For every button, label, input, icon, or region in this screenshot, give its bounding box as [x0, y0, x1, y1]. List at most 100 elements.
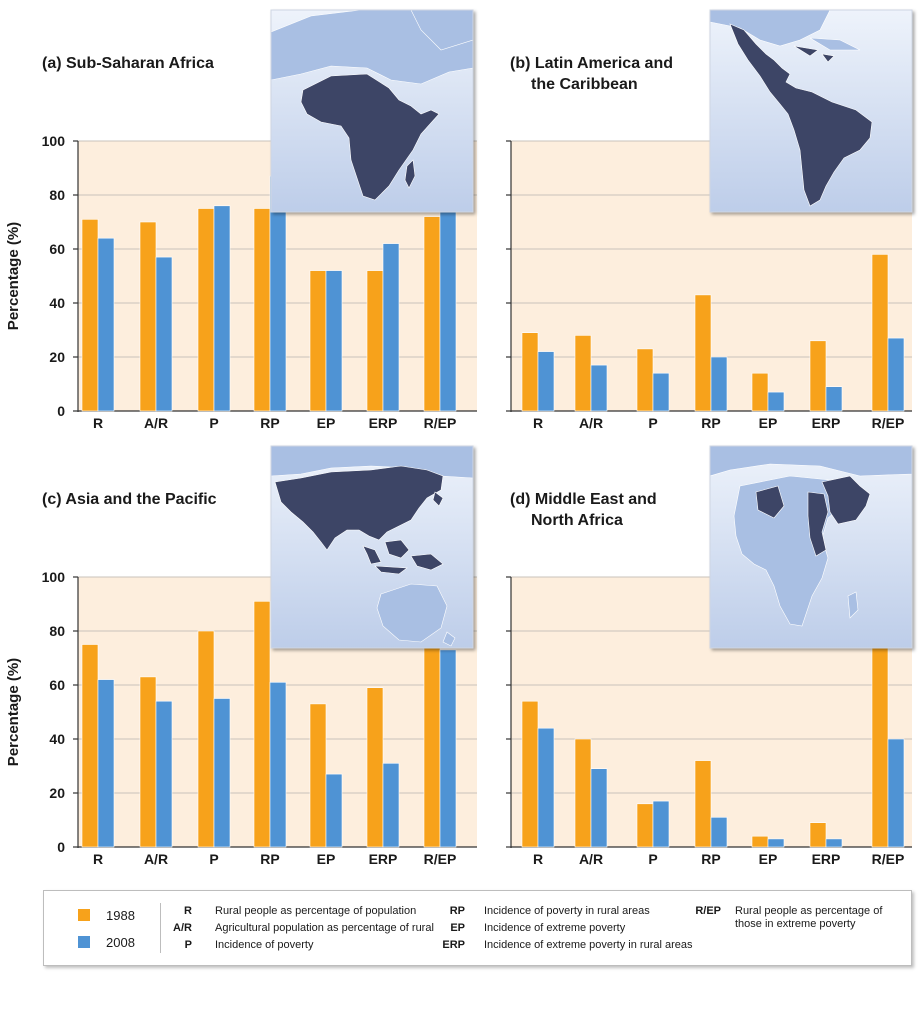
bar-2008-ep [325, 773, 343, 848]
bar-2008-ar [155, 256, 173, 412]
legend: 1988 2008 R Rural people as percentage o… [43, 890, 912, 966]
bar-1988-rp [253, 208, 271, 412]
map-land-group [710, 446, 912, 627]
y-tick-label: 0 [57, 403, 65, 419]
inset-map [709, 9, 913, 213]
chart-title: (d) Middle East and North Africa [510, 491, 657, 529]
x-category-label: A/R [579, 851, 603, 867]
x-category-label: ERP [812, 851, 841, 867]
map-frame [709, 9, 913, 213]
bar-1988-ar [139, 676, 157, 848]
x-category-label: P [209, 851, 218, 867]
x-category-label: R/EP [872, 851, 905, 867]
map-land [442, 631, 456, 647]
map-frame [270, 9, 474, 213]
x-category-label: RP [260, 851, 279, 867]
bar-2008-p [652, 800, 670, 848]
x-category-label: P [648, 415, 657, 431]
bar-1988-p [197, 630, 215, 848]
bar-1988-p [636, 348, 654, 412]
legend-def-p: Incidence of poverty [215, 939, 314, 951]
y-tick-label: 20 [49, 785, 65, 801]
x-category-label: A/R [144, 415, 168, 431]
bar-1988-erp [809, 822, 827, 848]
bar-2008-rep [439, 649, 457, 848]
inset-map [270, 9, 474, 213]
legend-abbr-rp: RP [449, 905, 465, 917]
legend-def-r: Rural people as percentage of population [215, 905, 417, 917]
map-land-group [710, 10, 873, 207]
chart-title-line: (a) Sub-Saharan Africa [42, 55, 214, 72]
bar-2008-rep [887, 337, 905, 412]
bar-2008-ep [767, 391, 785, 412]
bar-1988-erp [366, 687, 384, 848]
x-category-label: RP [260, 415, 279, 431]
bar-1988-rp [253, 600, 271, 848]
bar-2008-rep [439, 208, 457, 412]
y-tick-label: 40 [49, 295, 65, 311]
x-category-label: R/EP [424, 851, 457, 867]
chart-title-line: (b) Latin America and [510, 55, 673, 72]
bar-2008-r [97, 679, 115, 848]
map-land [710, 446, 912, 477]
bar-1988-r [521, 700, 539, 848]
x-category-label: P [209, 415, 218, 431]
map-region-highlight [374, 565, 408, 575]
map-region-highlight [821, 53, 835, 63]
x-category-label: R/EP [424, 415, 457, 431]
x-category-label: ERP [369, 415, 398, 431]
map-frame [709, 445, 913, 649]
legend-divider [160, 903, 161, 953]
bar-2008-erp [825, 838, 843, 848]
legend-label-1988: 1988 [106, 908, 135, 923]
bar-1988-p [197, 208, 215, 412]
x-category-label: EP [759, 415, 778, 431]
y-tick-label: 60 [49, 241, 65, 257]
x-category-label: R [93, 851, 103, 867]
map-region-highlight [274, 465, 444, 551]
legend-def-ar: Agricultural population as percentage of… [215, 922, 434, 934]
bar-1988-rep [423, 216, 441, 412]
bar-2008-rp [269, 681, 287, 848]
bar-2008-r [537, 727, 555, 848]
bar-1988-rp [694, 294, 712, 412]
map-region-highlight [432, 491, 444, 507]
bar-2008-p [652, 372, 670, 412]
bar-1988-erp [809, 340, 827, 412]
chart-title-line: North Africa [531, 512, 623, 529]
bar-2008-ep [325, 270, 343, 412]
bar-1988-rep [871, 254, 889, 412]
chart-panel-4: R A/R P RP EP ERP R/EP (d) Middle East and North… [506, 445, 913, 867]
chart-title: (a) Sub-Saharan Africa [42, 55, 214, 72]
bar-2008-ar [590, 768, 608, 848]
map-region-highlight [362, 545, 382, 565]
x-category-label: R [533, 851, 543, 867]
map-region-highlight [793, 45, 819, 57]
bar-2008-rp [710, 356, 728, 412]
bar-1988-p [636, 803, 654, 848]
x-category-label: EP [759, 851, 778, 867]
legend-swatch-2008 [78, 936, 90, 948]
chart-panel-1: 0 20 40 60 80 100 R A/R P RP EP ERP R/EP Percentage (… [5, 9, 477, 431]
chart-panel-3: 0 20 40 60 80 100 R A/R P RP EP ERP R/EP Percentage (… [5, 445, 477, 867]
chart-panel-2: R A/R P RP EP ERP R/EP (b) Latin America and the… [506, 9, 913, 431]
bar-2008-p [213, 698, 231, 848]
y-tick-label: 80 [49, 623, 65, 639]
bar-1988-ar [574, 738, 592, 848]
bar-2008-ar [155, 700, 173, 848]
bar-1988-erp [366, 270, 384, 412]
map-region-highlight [821, 475, 871, 525]
legend-abbr-r: R [184, 905, 192, 917]
legend-def-erp: Incidence of extreme poverty in rural ar… [484, 939, 693, 951]
y-tick-label: 80 [49, 187, 65, 203]
bar-2008-erp [382, 762, 400, 848]
x-category-label: RP [701, 415, 720, 431]
map-region-highlight [410, 553, 444, 571]
bar-2008-p [213, 205, 231, 412]
map-region-highlight [300, 73, 440, 201]
bar-2008-r [97, 237, 115, 412]
x-category-label: ERP [369, 851, 398, 867]
bar-2008-erp [382, 243, 400, 412]
inset-map [270, 445, 474, 649]
